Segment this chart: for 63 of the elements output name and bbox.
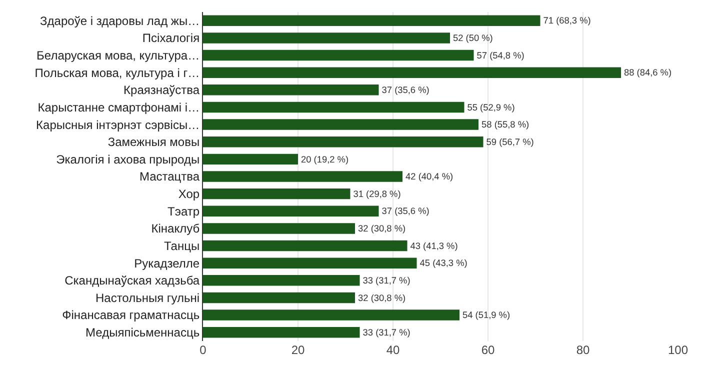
data-label: 37 (35,6 %) [382, 84, 430, 95]
data-label: 45 (43,3 %) [420, 258, 468, 268]
data-label: 37 (35,6 %) [382, 206, 430, 216]
data-label: 54 (51,9 %) [462, 310, 510, 320]
y-tick-label: Мастацтва [139, 170, 200, 184]
x-tick-label: 20 [291, 343, 305, 357]
bar [203, 171, 402, 182]
y-tick-label: Танцы [164, 238, 200, 253]
y-tick-label: Фінансавая граматнасць [62, 308, 200, 322]
y-tick-label: Хор [178, 187, 200, 202]
data-label: 33 (31,7 %) [362, 275, 410, 286]
data-label: 71 (68,3 %) [543, 16, 591, 26]
data-label: 59 (56,7 %) [486, 136, 534, 147]
bar [203, 240, 408, 252]
data-label: 32 (30,8 %) [358, 292, 406, 303]
bar [203, 119, 478, 130]
y-tick-label: Краязнаўства [124, 83, 200, 98]
data-label: 32 (30,8 %) [358, 224, 406, 234]
data-label: 58 (55,8 %) [482, 120, 530, 130]
x-tick-label: 40 [386, 343, 400, 357]
bar [203, 136, 484, 148]
y-tick-label: Медыяпісьменнасць [86, 326, 200, 340]
y-tick-label: Псіхалогія [142, 31, 200, 46]
data-label: 20 (19,2 %) [301, 154, 349, 164]
bar [203, 50, 474, 61]
data-label: 33 (31,7 %) [362, 327, 410, 338]
bar [203, 310, 460, 320]
y-tick-label: Тэатр [168, 204, 200, 218]
x-tick-label: 80 [576, 343, 590, 357]
y-tick-label: Польская мова, культура і г… [34, 66, 200, 80]
y-tick-label: Карыстанне смартфонамі і… [38, 100, 200, 114]
bar [203, 102, 464, 113]
bar [203, 223, 355, 234]
data-label: 88 (84,6 %) [624, 68, 672, 78]
y-tick-label: Карысныя інтэрнэт сэрвісы… [36, 118, 200, 132]
x-tick-label: 100 [668, 343, 688, 357]
bar [203, 32, 450, 44]
x-tick-label: 0 [200, 343, 207, 357]
y-tick-label: Беларуская мова, культура… [36, 48, 200, 62]
y-tick-label: Скандынаўская хадзьба [64, 274, 200, 288]
x-tick-label: 60 [481, 343, 495, 357]
data-label: 31 (29,8 %) [353, 188, 401, 199]
bar [203, 15, 540, 26]
bar [203, 188, 350, 200]
bar [203, 292, 355, 304]
data-label: 42 (40,4 %) [406, 172, 454, 182]
bar [203, 154, 298, 165]
bar [203, 275, 360, 286]
y-tick-label: Рукадзелле [134, 256, 200, 270]
data-label: 55 (52,9 %) [467, 102, 515, 112]
bar [203, 84, 379, 96]
bar [203, 67, 621, 78]
y-tick-label: Кінаклуб [151, 222, 200, 236]
y-tick-label: Экалогія і ахова прыроды [56, 152, 200, 166]
data-label: 43 (41,3 %) [410, 240, 458, 251]
y-tick-label: Настольныя гульні [95, 290, 200, 305]
bar [203, 206, 379, 216]
bar [203, 326, 360, 338]
data-label: 57 (54,8 %) [476, 50, 524, 60]
bar [203, 258, 417, 268]
y-tick-label: Здароўе і здаровы лад жы… [40, 14, 200, 28]
y-tick-label: Замежныя мовы [108, 135, 200, 150]
data-label: 52 (50 %) [453, 33, 493, 44]
